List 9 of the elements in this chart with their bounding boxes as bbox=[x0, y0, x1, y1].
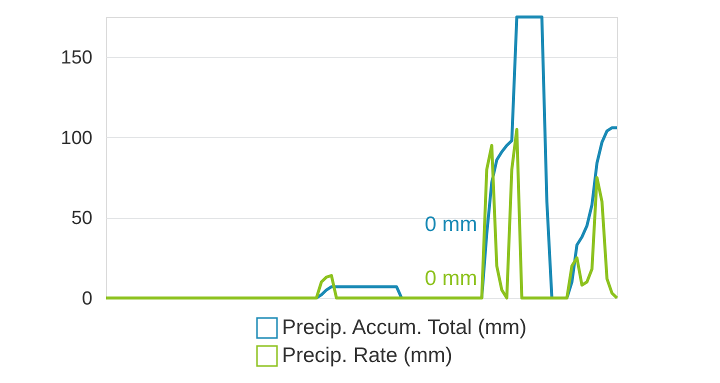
line-series bbox=[104, 128, 618, 300]
y-tick-label: 50 bbox=[71, 208, 92, 230]
y-tick-label: 100 bbox=[60, 128, 92, 149]
legend-label: Precip. Rate (mm) bbox=[282, 344, 452, 367]
y-tick-label: 0 bbox=[82, 288, 92, 310]
annotation: 0 mm bbox=[424, 267, 478, 290]
legend-label: Precip. Accum. Total (mm) bbox=[282, 316, 527, 339]
annotation: 0 mm bbox=[424, 213, 478, 236]
y-tick-label: 150 bbox=[60, 48, 92, 69]
